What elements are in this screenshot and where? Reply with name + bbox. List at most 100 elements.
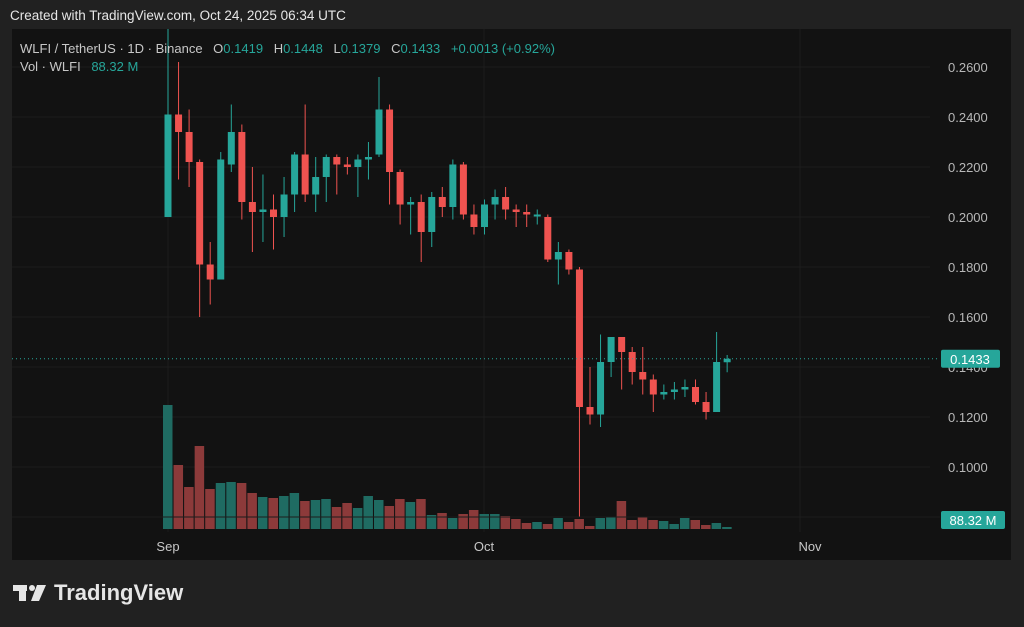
volume-bar bbox=[658, 521, 669, 529]
candle-body bbox=[227, 132, 235, 165]
volume-bar bbox=[606, 517, 616, 529]
last-price-badge bbox=[941, 349, 1000, 368]
volume-bar bbox=[616, 501, 627, 529]
candle-body bbox=[375, 109, 383, 155]
high-value: 0.1448 bbox=[283, 41, 323, 56]
last-volume-badge bbox=[941, 511, 1005, 529]
candle-body bbox=[417, 202, 425, 232]
candle-body bbox=[586, 407, 594, 415]
tradingview-logo[interactable]: TradingView bbox=[13, 580, 183, 606]
volume-bar bbox=[331, 507, 342, 529]
volume-bar bbox=[194, 446, 205, 529]
candle-body bbox=[333, 157, 341, 165]
volume-bar bbox=[637, 517, 648, 529]
volume-bar bbox=[711, 523, 722, 529]
candle-body bbox=[312, 177, 320, 195]
volume-bar bbox=[289, 493, 300, 529]
tradingview-brand: TradingView bbox=[54, 580, 184, 605]
volume-bar bbox=[542, 524, 553, 529]
candle-body bbox=[533, 214, 541, 217]
volume-bar bbox=[701, 525, 711, 529]
volume-bar bbox=[279, 496, 289, 529]
volume-bar bbox=[426, 515, 437, 529]
volume-bar bbox=[553, 518, 563, 529]
candle-body bbox=[618, 337, 626, 352]
volume-bar bbox=[395, 499, 405, 529]
price-tick: 0.2000 bbox=[948, 210, 988, 225]
candle-body bbox=[291, 154, 299, 195]
candle-body bbox=[459, 164, 467, 215]
volume-bar bbox=[563, 522, 574, 529]
candle-body bbox=[270, 209, 277, 217]
volume-bar bbox=[215, 483, 226, 529]
candle-body bbox=[438, 197, 446, 207]
volume-bar bbox=[352, 508, 363, 529]
volume-bar bbox=[595, 518, 606, 529]
price-tick: 0.1800 bbox=[948, 260, 988, 275]
price-tick: 0.2400 bbox=[948, 110, 988, 125]
candle-body bbox=[343, 164, 351, 167]
candle-body bbox=[502, 197, 510, 210]
volume-bar bbox=[679, 518, 690, 529]
change-value: +0.0013 (+0.92%) bbox=[450, 41, 555, 56]
candle-body bbox=[449, 164, 457, 207]
symbol-label[interactable]: WLFI / TetherUS · 1D · Binance bbox=[20, 41, 203, 56]
candle-body bbox=[354, 159, 362, 167]
candle-body bbox=[259, 209, 267, 212]
volume-bar bbox=[479, 514, 489, 529]
volume-bar bbox=[574, 519, 584, 529]
created-with-label: Created with TradingView.com, Oct 24, 20… bbox=[10, 8, 346, 23]
candle-body bbox=[491, 197, 499, 205]
volume-bar bbox=[447, 518, 458, 529]
candle-body bbox=[607, 337, 615, 362]
volume-bar bbox=[722, 527, 732, 529]
candle-body bbox=[322, 157, 330, 177]
volume-bar bbox=[585, 526, 595, 529]
candle-body bbox=[597, 362, 605, 415]
candle-body bbox=[723, 358, 731, 363]
tradingview-logo-icon bbox=[13, 585, 46, 601]
candle-body bbox=[628, 352, 636, 372]
candle-body bbox=[470, 214, 478, 227]
candle-body bbox=[639, 372, 647, 380]
volume-bar bbox=[163, 405, 173, 529]
candle-body bbox=[301, 154, 309, 195]
candle-body bbox=[428, 197, 436, 232]
close-value: 0.1433 bbox=[400, 41, 441, 56]
volume-bar bbox=[268, 498, 278, 529]
candle-body bbox=[670, 389, 678, 392]
volume-label[interactable]: Vol · WLFI bbox=[20, 59, 81, 74]
volume-bar bbox=[321, 499, 331, 529]
last-volume-label: 88.32 M bbox=[950, 513, 997, 528]
volume-bar bbox=[310, 500, 321, 529]
chart-legend: WLFI / TetherUS · 1D · Binance O0.1419 H… bbox=[20, 41, 555, 74]
volume-bar bbox=[437, 513, 447, 529]
volume-bar bbox=[532, 522, 542, 529]
volume-bar bbox=[627, 520, 637, 529]
candle-body bbox=[565, 252, 573, 270]
volume-bar bbox=[184, 487, 194, 529]
candle-body bbox=[692, 387, 699, 402]
frame-edge bbox=[1011, 29, 1024, 560]
candle-body bbox=[396, 172, 404, 205]
candle-body bbox=[407, 202, 415, 205]
candle-body bbox=[364, 157, 372, 160]
volume-bar bbox=[648, 520, 658, 529]
candle-body bbox=[248, 202, 256, 212]
volume-bar bbox=[690, 520, 700, 529]
volume-bar bbox=[173, 465, 184, 529]
volume-bar bbox=[226, 482, 236, 529]
candle-body bbox=[386, 109, 394, 172]
candle-body bbox=[512, 209, 520, 212]
volume-bar bbox=[490, 514, 500, 529]
price-tick: 0.1200 bbox=[948, 410, 988, 425]
candle-body bbox=[481, 204, 488, 227]
last-price-label: 0.1433 bbox=[950, 352, 990, 367]
candle-body bbox=[544, 217, 552, 260]
volume-bar bbox=[669, 524, 679, 529]
candle-body bbox=[175, 114, 183, 132]
candle-body bbox=[238, 132, 246, 202]
candle-body bbox=[185, 132, 193, 162]
volume-bar bbox=[458, 514, 468, 529]
